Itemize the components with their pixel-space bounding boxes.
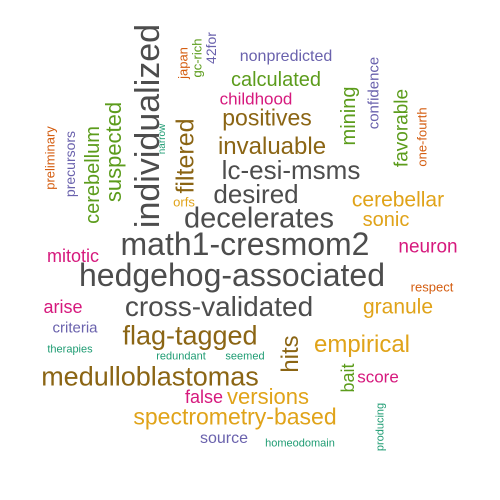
word-therapies: therapies [47,343,93,356]
word-lc-esi-msms: lc-esi-msms [221,155,361,185]
word-calculated: calculated [230,69,322,91]
word-positives: positives [222,104,312,131]
word-criteria: criteria [52,319,98,337]
word-hedgehog-associated: hedgehog-associated [78,257,386,293]
word-japan: japan [175,47,191,79]
word-neuron: neuron [398,236,458,258]
word-medulloblastomas: medulloblastomas [41,361,259,392]
word-decelerates: decelerates [184,202,334,235]
word-mining: mining [338,86,360,146]
word-one-fourth: one-fourth [414,107,430,167]
word-confidence: confidence [365,56,383,130]
word-false: false [184,387,224,407]
word-math1-cresmom2: math1-cresmom2 [120,226,370,262]
word-granule: granule [362,295,434,319]
word-cross-validated: cross-validated [124,291,314,322]
word-suspected: suspected [101,101,126,203]
word-precursors: precursors [62,130,78,198]
word-sonic: sonic [362,209,410,231]
word-hits: hits [277,335,304,373]
word-bait: bait [338,363,358,393]
word-cerebellar: cerebellar [351,188,445,212]
word-spectrometry-based: spectrometry-based [133,403,337,430]
word-arise: arise [43,297,83,317]
word-mitotic: mitotic [46,246,100,266]
word-invaluable: invaluable [217,133,327,160]
word-producing: producing [374,402,387,452]
word-narrow: narrow [157,123,168,155]
word-flag-tagged: flag-tagged [122,320,258,351]
word-nonpredicted: nonpredicted [239,48,333,65]
word-cerebellum: cerebellum [82,126,104,224]
word-42for: 42for [203,32,219,64]
word-homeodomain: homeodomain [265,437,335,450]
word-childhood: childhood [219,89,293,109]
word-respect: respect [410,279,454,295]
word-source: source [199,430,249,447]
word-desired: desired [213,179,299,209]
word-filtered: filtered [171,118,200,194]
word-score: score [357,367,399,387]
word-preliminary: preliminary [42,126,58,190]
word-empirical: empirical [313,331,411,358]
word-redundant: redundant [156,350,206,363]
word-favorable: favorable [391,88,413,168]
word-versions: versions [227,384,309,409]
word-orfs: orfs [173,194,195,210]
word-gc-rich: gc-rich [189,38,205,78]
word-seemed: seemed [225,350,265,363]
